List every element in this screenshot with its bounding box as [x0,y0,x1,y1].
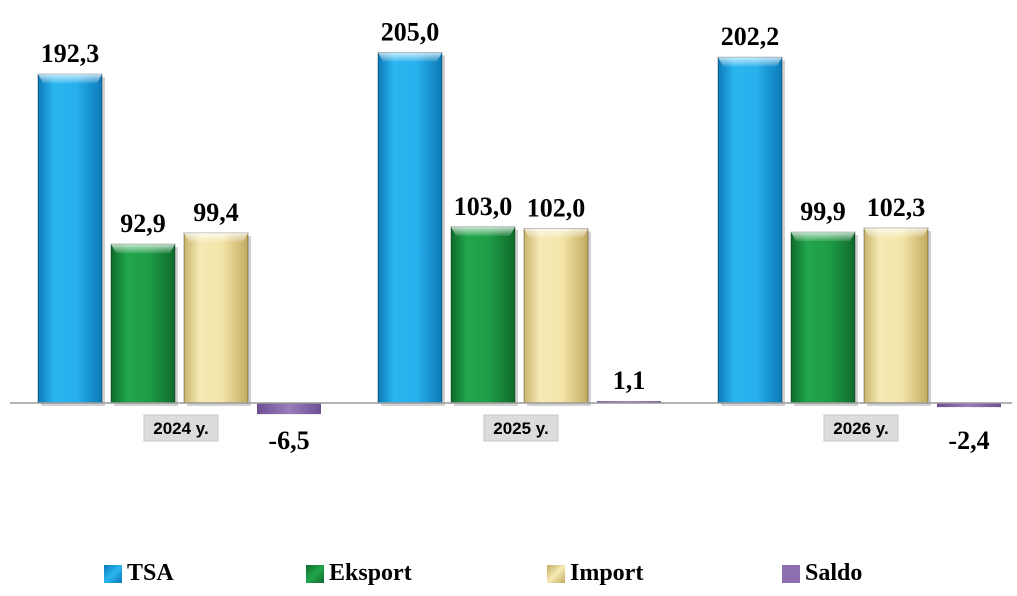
bar-import[interactable] [183,232,251,406]
bar-import[interactable] [523,228,591,406]
legend-label: Saldo [805,560,863,586]
chart: 192,3 92,9 99,4 -6,5 2024 y. 205,0 103,0 102,0 1… [10,17,1012,455]
legend-label: Import [570,560,644,586]
legend: TSA Eksport Import Saldo [0,560,1017,596]
legend-swatch-eksport-icon [306,564,324,583]
bar-import[interactable] [863,227,931,406]
data-label: 99,9 [800,197,846,226]
legend-item-saldo[interactable]: Saldo [782,560,862,587]
data-label: 92,9 [120,209,166,238]
bar-saldo[interactable] [597,401,661,404]
legend-item-tsa[interactable]: TSA [104,560,174,587]
legend-swatch-saldo-icon [782,564,800,583]
data-label: 202,2 [721,22,780,51]
data-label: 99,4 [193,198,239,227]
data-label: -2,4 [948,426,989,455]
bar-eksport[interactable] [450,226,518,406]
data-label: 102,0 [527,194,586,223]
category-label: 2024 y. [143,414,219,442]
data-label: 102,3 [867,193,926,222]
category-label: 2025 y. [483,414,559,442]
bars-layer [37,51,1001,415]
category-label: 2026 y. [823,414,899,442]
svg-text:2026 y.: 2026 y. [833,419,888,438]
bar-tsa[interactable] [37,73,105,407]
data-label: 192,3 [41,39,100,68]
legend-item-import[interactable]: Import [547,560,643,587]
legend-swatch-tsa-icon [104,564,122,583]
bar-eksport[interactable] [790,231,858,406]
data-label: 1,1 [613,366,646,395]
legend-swatch-import-icon [547,564,565,583]
data-label: 103,0 [454,192,513,221]
data-label: 205,0 [381,17,440,46]
bar-saldo[interactable] [257,403,321,415]
bar-tsa[interactable] [377,51,445,406]
labels-layer: 192,3 92,9 99,4 -6,5 2024 y. 205,0 103,0 102,0 1… [41,17,990,455]
svg-text:2024 y.: 2024 y. [153,419,208,438]
bar-saldo[interactable] [937,403,1001,408]
bar-tsa[interactable] [717,56,785,406]
legend-label: Eksport [329,560,412,586]
legend-label: TSA [127,560,174,586]
bar-eksport[interactable] [110,243,178,406]
svg-text:2025 y.: 2025 y. [493,419,548,438]
legend-item-eksport[interactable]: Eksport [306,560,412,587]
data-label: -6,5 [268,426,309,455]
